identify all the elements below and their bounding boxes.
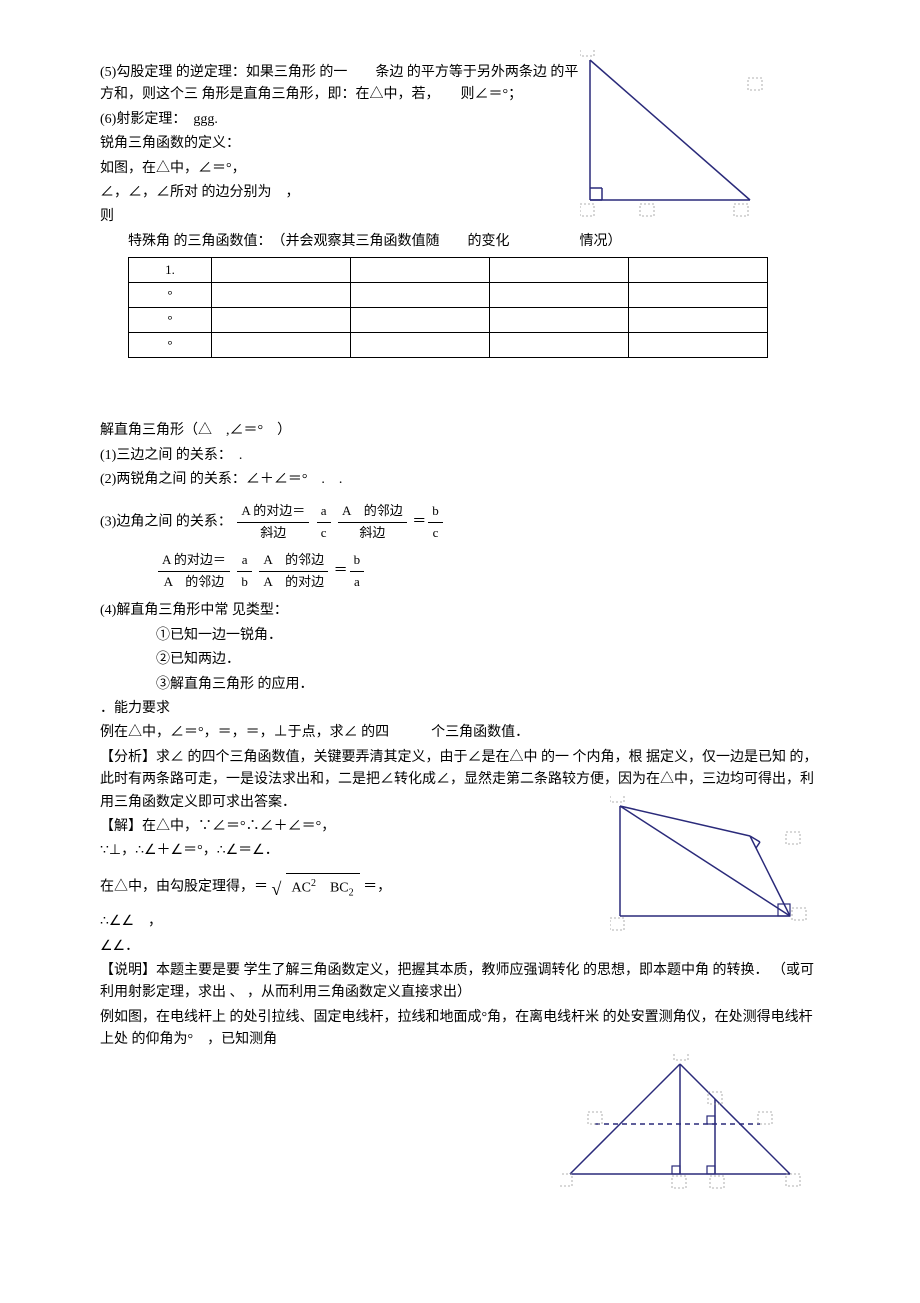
solve-3-line2: A 的对边＝A 的邻边 ab A 的邻边A 的对边 ＝ba bbox=[156, 550, 820, 593]
table-cell bbox=[490, 308, 629, 333]
table-cell bbox=[629, 333, 768, 358]
frac-b-a: ba bbox=[350, 550, 365, 593]
frac-cot-def: A 的邻边A 的对边 bbox=[259, 550, 328, 593]
frac-a-b: ab bbox=[237, 550, 252, 593]
table-cell: ° bbox=[129, 283, 212, 308]
sqrt-expr: AC2 BC2 bbox=[272, 873, 360, 901]
table-cell bbox=[629, 258, 768, 283]
table-cell: ° bbox=[129, 333, 212, 358]
solve-4c: ③解直角三角形 的应用． bbox=[100, 674, 820, 696]
table-cell bbox=[212, 283, 351, 308]
solution-line-5: ∠∠． bbox=[100, 936, 820, 958]
table-cell bbox=[629, 308, 768, 333]
frac-tan-def: A 的对边＝A 的邻边 bbox=[158, 550, 230, 593]
figure-right-triangle-2 bbox=[610, 796, 810, 936]
table-cell bbox=[490, 283, 629, 308]
explanation: 【说明】本题主要是要 学生了解三角函数定义，把握其本质，教师应强调转化 的思想，… bbox=[100, 960, 820, 1005]
table-cell bbox=[212, 258, 351, 283]
solve-4: (4)解直角三角形中常 见类型： bbox=[100, 600, 820, 622]
frac-cos-def: A 的邻边斜边 bbox=[338, 501, 407, 544]
solve-1: (1)三边之间 的关系： . bbox=[100, 445, 820, 467]
table-cell bbox=[351, 258, 490, 283]
solve-4b: ②已知两边． bbox=[100, 649, 820, 671]
table-cell bbox=[629, 283, 768, 308]
solve-rt-heading: 解直角三角形（△ ,∠＝° ） bbox=[100, 420, 820, 442]
table-cell bbox=[351, 333, 490, 358]
table-cell bbox=[490, 258, 629, 283]
trig-values-table: 1.°°° bbox=[128, 257, 768, 358]
solve-2: (2)两锐角之间 的关系：∠＋∠＝° . . bbox=[100, 469, 820, 491]
figure-pole-survey bbox=[560, 1054, 810, 1194]
solve-3: (3)边角之间 的关系： A 的对边＝斜边 ac A 的邻边斜边 ＝bc bbox=[100, 501, 820, 544]
figure-right-triangle-1 bbox=[580, 50, 780, 230]
ability-heading: ．能力要求 bbox=[100, 698, 820, 720]
frac-sin-def: A 的对边＝斜边 bbox=[237, 501, 309, 544]
solve-4a: ①已知一边一锐角． bbox=[100, 625, 820, 647]
table-cell: 1. bbox=[129, 258, 212, 283]
frac-b-c: bc bbox=[428, 501, 443, 544]
table-cell bbox=[351, 283, 490, 308]
table-cell: ° bbox=[129, 308, 212, 333]
frac-a-c: ac bbox=[317, 501, 331, 544]
example-1: 例在△中，∠＝°，＝，＝，⊥于点，求∠ 的四 个三角函数值． bbox=[100, 722, 820, 744]
example-2: 例如图，在电线杆上 的处引拉线、固定电线杆，拉线和地面成°角，在离电线杆米 的处… bbox=[100, 1007, 820, 1052]
table-cell bbox=[212, 308, 351, 333]
table-cell bbox=[212, 333, 351, 358]
table-cell bbox=[351, 308, 490, 333]
special-angles-heading: 特殊角 的三角函数值： （并会观察其三角函数值随 的变化 情况） bbox=[100, 231, 820, 253]
table-cell bbox=[490, 333, 629, 358]
